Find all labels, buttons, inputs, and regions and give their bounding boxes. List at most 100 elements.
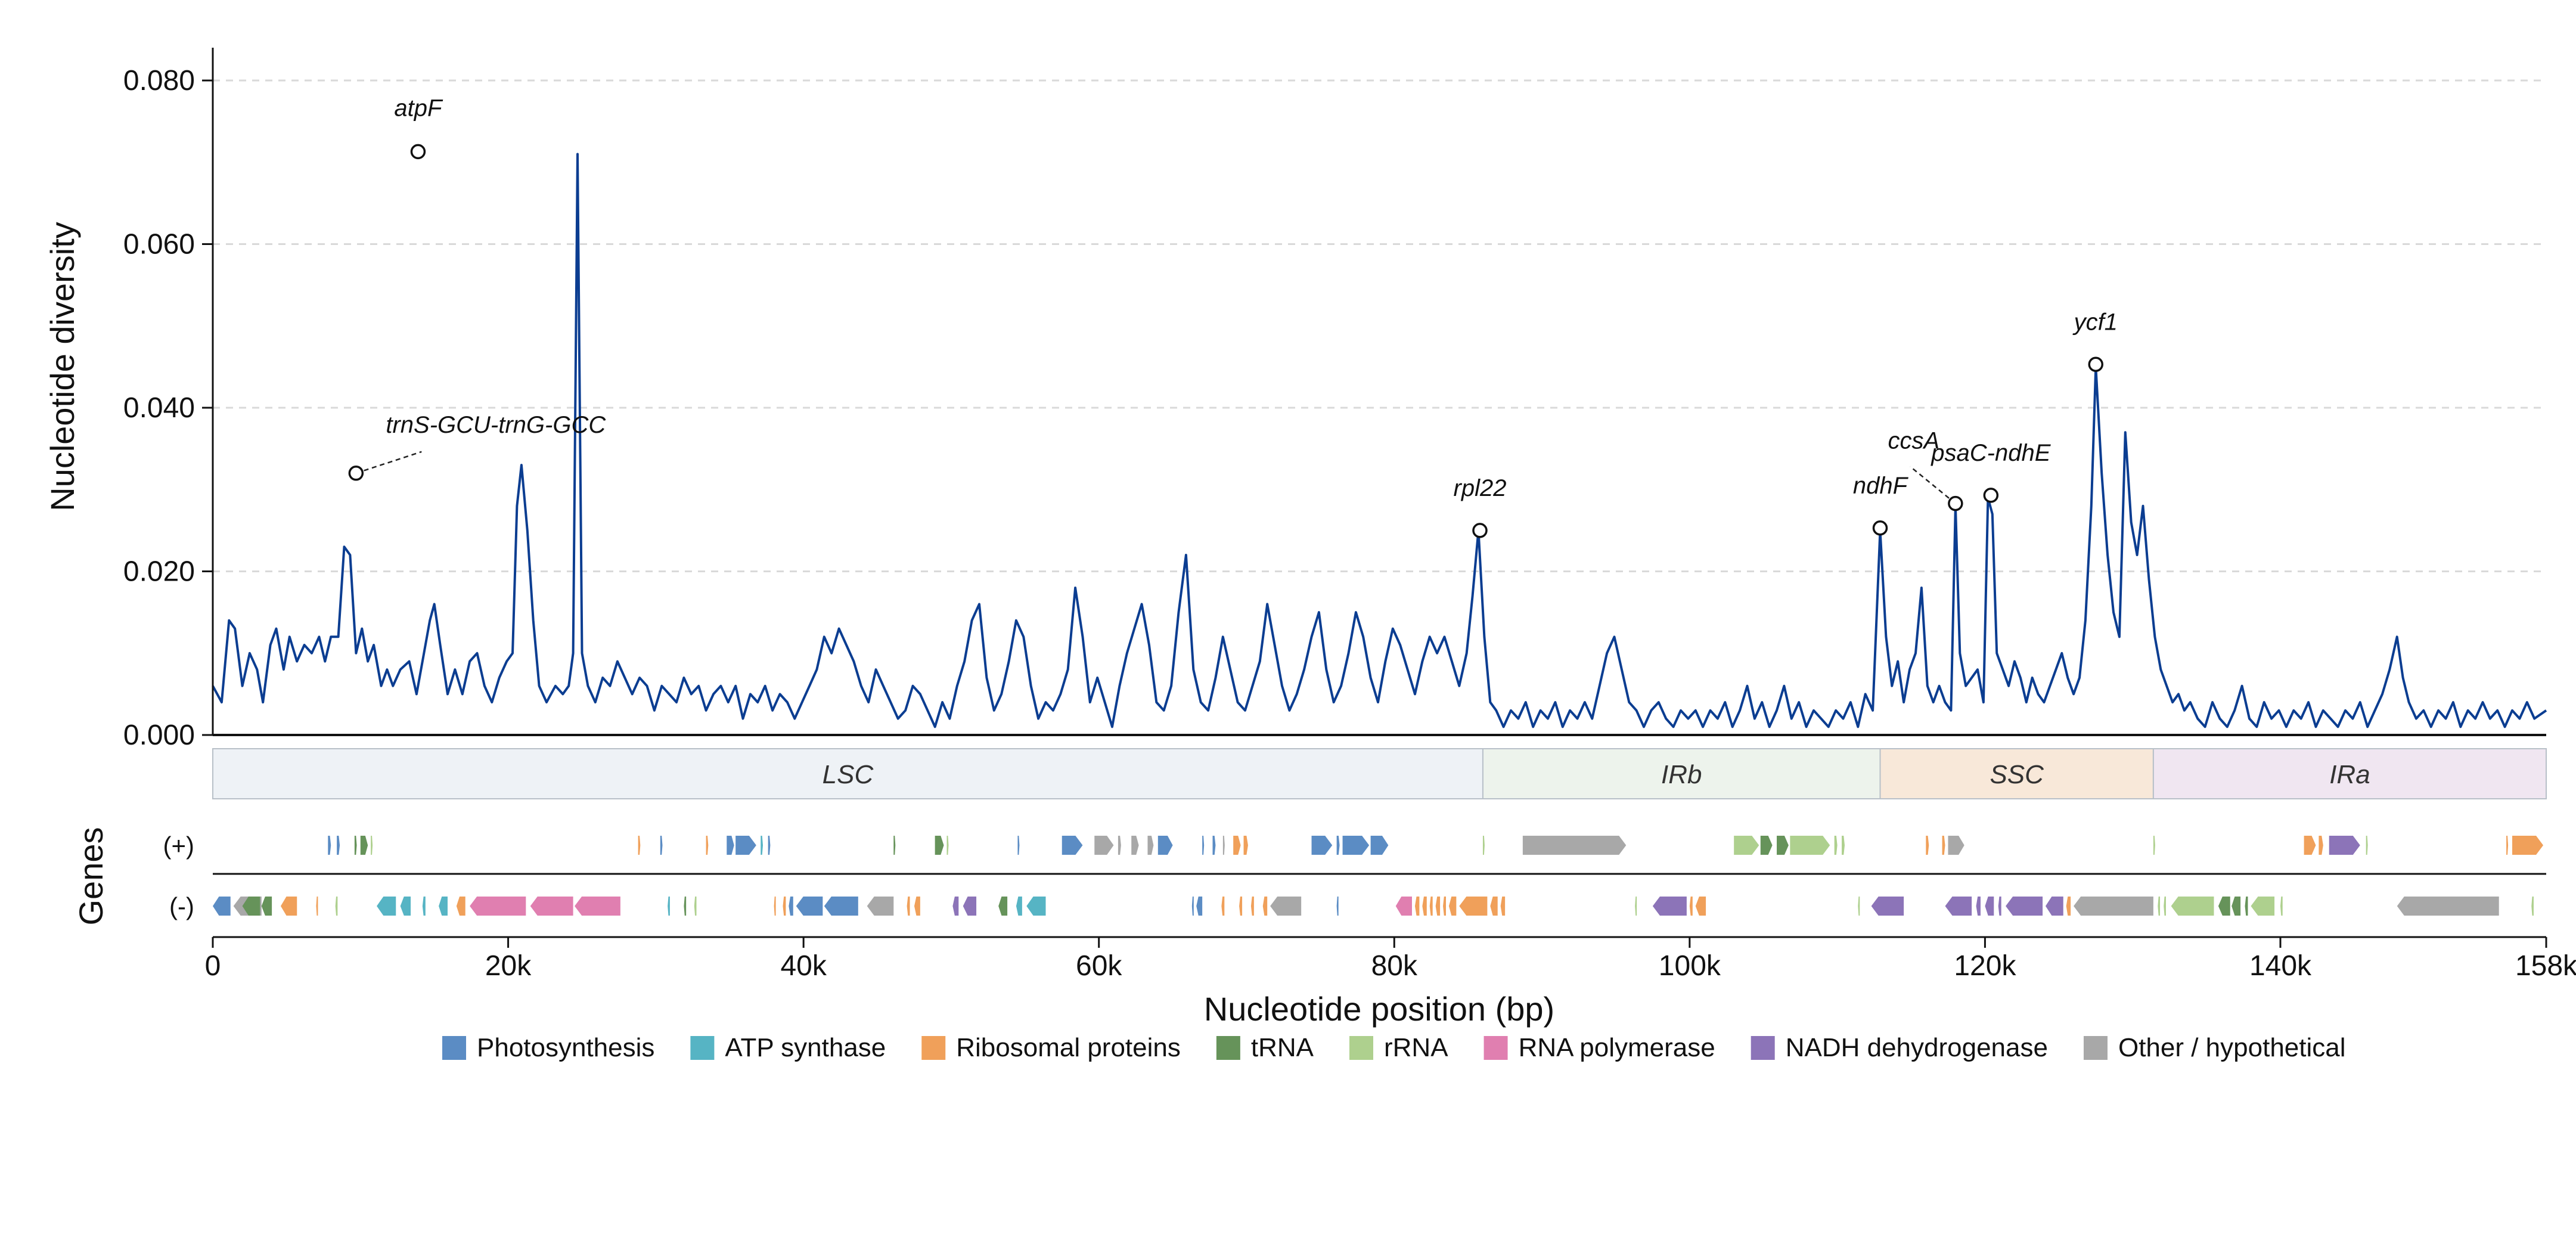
gene-plus [1062,836,1083,855]
gene-minus [867,897,894,916]
gene-plus [371,836,373,855]
gene-minus [1858,897,1860,916]
y-tick-label: 0.080 [123,65,195,97]
gene-minus [261,897,272,916]
gene-plus [660,836,663,855]
annotation-label: psaC-ndhE [1931,440,2051,466]
gene-minus [1422,897,1427,916]
gene-plus [2512,836,2544,855]
y-tick-label: 0.060 [123,229,195,260]
gene-minus [789,897,793,916]
gene-minus [1945,897,1972,916]
gene-minus [2006,897,2043,916]
x-tick-label: 40k [780,950,827,982]
region-ira [2152,748,2547,799]
y-axis-title: Nucleotide diversity [44,222,81,511]
gene-minus [213,897,231,916]
legend-entry: NADH dehydrogenase [1786,1033,2048,1062]
annotation-leader [355,451,422,474]
legend-entry: Photosynthesis [477,1033,654,1062]
gene-plus [1094,836,1114,855]
gene-minus [2245,897,2248,916]
legend-swatch [1216,1036,1240,1060]
gene-minus [1443,897,1447,916]
gene-plus [1926,836,1929,855]
gene-minus [2046,897,2063,916]
x-tick-label: 100k [1659,950,1721,982]
gene-minus [998,897,1008,916]
gene-plus [1522,836,1627,855]
legend-swatch [921,1036,946,1060]
legend-swatch [2083,1036,2108,1060]
gene-minus [1689,897,1693,916]
gene-minus [668,897,670,916]
y-tick-label: 0.020 [123,556,195,588]
annotation-label: ccsA [1888,428,1940,454]
x-tick-label: 140k [2249,950,2312,982]
peak-marker [1983,488,1999,503]
y-tick-label: 0.000 [123,719,195,751]
peak-marker [1872,520,1888,536]
gene-minus [2066,897,2071,916]
strand-minus-label: (-) [169,892,194,920]
gene-minus [824,897,858,916]
gene-minus [1976,897,1981,916]
gene-minus [280,897,297,916]
gene-plus [2153,836,2155,855]
gene-plus [328,836,331,855]
gene-minus [1395,897,1413,916]
gene-minus [694,897,697,916]
gene-plus [638,836,641,855]
gene-minus [1026,897,1046,916]
gene-minus [1695,897,1706,916]
peak-annotations: atpF trnS-GCU-trnG-GCC rpl22 ndhF ccsApsaC-n… [348,95,2118,538]
gene-plus [1834,836,1838,855]
gene-minus [2397,897,2499,916]
gene-minus [316,897,318,916]
x-tick-label: 80k [1371,950,1418,982]
gene-minus [1414,897,1420,916]
gene-minus [2232,897,2241,916]
gene-minus [2251,897,2275,916]
gene-minus [1635,897,1637,916]
y-tick-label: 0.040 [123,392,195,424]
peak-marker [348,466,364,481]
diversity-series [212,153,2547,728]
gene-minus [963,897,977,916]
annotation-label: rpl22 [1454,475,1507,501]
gene-plus [2304,836,2316,855]
peak-marker [2088,356,2104,373]
gene-minus [2171,897,2214,916]
gene-minus [377,897,396,916]
annotation-label: ndhF [1853,473,1909,499]
axes: 0.000 0.020 0.040 0.060 0.080 0 20k 40k 60k 80k 10… [123,48,2576,982]
x-tick-label: 60k [1076,950,1122,982]
gene-plus [1147,836,1154,855]
gene-plus [2329,836,2360,855]
gene-minus [575,897,620,916]
peak-marker [1472,523,1488,538]
gene-minus [684,897,687,916]
gene-plus [1482,836,1485,855]
gene-plus [1131,836,1139,855]
genes-track-title: Genes [72,827,110,926]
region-label: SSC [1990,760,2044,789]
gene-minus [952,897,959,916]
gene-plus [735,836,756,855]
gene-minus [2218,897,2230,916]
legend-entry: tRNA [1251,1033,1314,1062]
gene-minus [2074,897,2153,916]
region-lsc [212,748,1483,799]
gene-minus [1016,897,1022,916]
gene-minus [774,897,776,916]
gene-minus [335,897,338,916]
gene-plus [727,836,734,855]
gene-plus [1243,836,1248,855]
annotation-leader [1910,466,1956,504]
legend-swatch [442,1036,466,1060]
legend-entry: rRNA [1384,1033,1448,1062]
gene-plus [1777,836,1789,855]
peak-marker [410,144,426,160]
gene-plus [935,836,944,855]
